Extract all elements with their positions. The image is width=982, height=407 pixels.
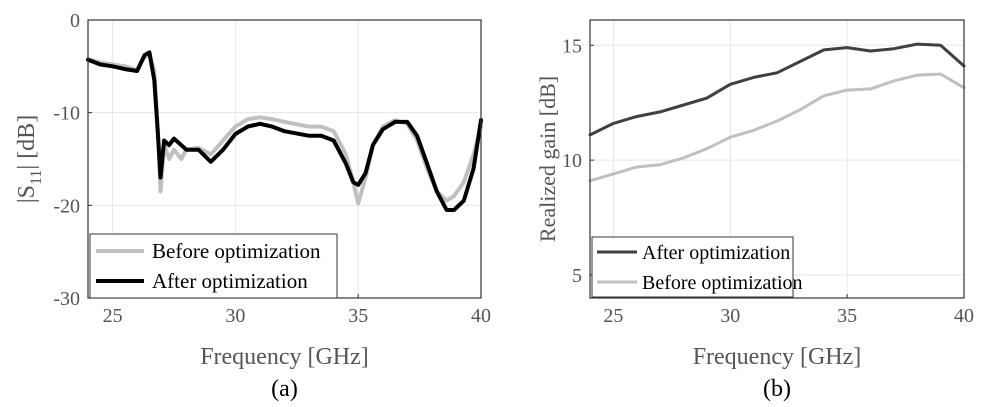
chart-b-series-group bbox=[588, 42, 966, 183]
chart-b-y-tick-label: 15 bbox=[562, 35, 582, 57]
chart-a-legend-box bbox=[89, 233, 338, 299]
chart-b-legend-label-after: After optimization bbox=[642, 242, 790, 264]
chart-a: 25 30 35 40 0-10-20-30 Frequency [GHz] (a) … bbox=[14, 10, 491, 402]
chart-a-y-axis-label-sub: 11 bbox=[28, 170, 45, 185]
chart-a-y-axis-label: |S11| [dB] bbox=[14, 115, 45, 203]
chart-b-x-tick-label: 25 bbox=[603, 305, 623, 327]
chart-b-x-axis-label: Frequency [GHz] bbox=[693, 344, 862, 370]
chart-b-y-tick-labels: 5 10 15 bbox=[562, 35, 582, 287]
chart-b-y-axis-label: Realized gain [dB] bbox=[535, 76, 560, 242]
chart-a-y-tick-label: -30 bbox=[53, 288, 80, 310]
chart-a-y-tick-label: 0 bbox=[70, 10, 80, 32]
chart-a-series-line-2 bbox=[86, 50, 483, 212]
chart-b-y-tick-label: 10 bbox=[562, 150, 582, 172]
chart-a-x-tick-label: 40 bbox=[471, 305, 491, 327]
chart-a-legend: Before optimization After optimization bbox=[89, 233, 338, 299]
chart-b-series-line-1 bbox=[588, 42, 966, 137]
chart-b-x-tick-labels: 25 30 35 40 bbox=[603, 305, 974, 327]
chart-b-x-tick-label: 40 bbox=[954, 305, 974, 327]
chart-b-legend-label-before: Before optimization bbox=[642, 272, 803, 294]
chart-a-y-axis-label-suffix: | [dB] bbox=[14, 115, 40, 170]
chart-b-series-line-2 bbox=[588, 72, 966, 183]
chart-a-legend-label-after: After optimization bbox=[152, 269, 308, 293]
chart-b-legend: After optimization Before optimization bbox=[591, 236, 803, 298]
chart-b-axes-box bbox=[589, 19, 965, 299]
chart-b: 25 30 35 40 5 10 15 Frequency [GHz] (b) Reali… bbox=[535, 19, 974, 402]
chart-a-series-group bbox=[86, 50, 483, 212]
chart-a-x-tick-label: 35 bbox=[348, 305, 368, 327]
chart-a-x-tick-label: 25 bbox=[103, 305, 123, 327]
chart-a-x-tick-label: 30 bbox=[225, 305, 245, 327]
chart-a-legend-label-before: Before optimization bbox=[152, 239, 321, 263]
chart-a-y-axis-label-main: |S bbox=[14, 185, 40, 203]
chart-b-caption: (b) bbox=[763, 376, 791, 402]
chart-b-x-tick-label: 35 bbox=[837, 305, 857, 327]
chart-a-x-axis-label: Frequency [GHz] bbox=[200, 344, 369, 370]
chart-a-y-tick-labels: 0 -10 -20 -30 bbox=[53, 10, 80, 310]
chart-b-legend-box bbox=[591, 236, 794, 298]
chart-a-y-tick-label: -20 bbox=[53, 195, 80, 217]
chart-b-y-tick-label: 5 bbox=[572, 265, 582, 287]
chart-a-y-tick-label: -10 bbox=[53, 103, 80, 125]
chart-a-x-tick-labels: 25 30 35 40 bbox=[103, 305, 491, 327]
chart-b-x-tick-label: 30 bbox=[720, 305, 740, 327]
chart-a-caption: (a) bbox=[271, 376, 298, 402]
